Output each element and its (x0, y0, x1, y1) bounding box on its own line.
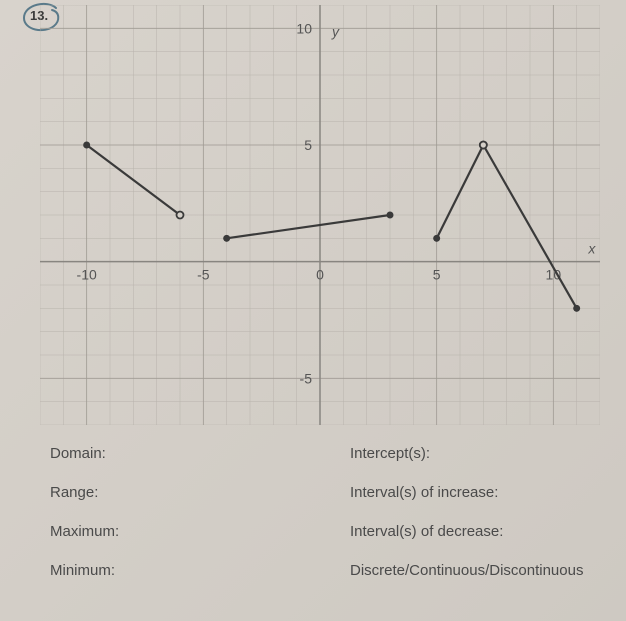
q-domain: Domain: (50, 445, 350, 462)
chart-svg: -10-50510-5510yx (40, 5, 600, 425)
svg-text:-10: -10 (77, 267, 97, 283)
svg-text:5: 5 (304, 137, 312, 153)
q-decrease: Interval(s) of decrease: (350, 523, 616, 540)
q-range: Range: (50, 484, 350, 501)
questions-grid: Domain: Intercept(s): Range: Interval(s)… (50, 445, 616, 579)
q-maximum: Maximum: (50, 523, 350, 540)
q-increase: Interval(s) of increase: (350, 484, 616, 501)
q-intercepts: Intercept(s): (350, 445, 616, 462)
svg-text:0: 0 (316, 267, 324, 283)
svg-text:10: 10 (296, 20, 312, 36)
q-minimum: Minimum: (50, 562, 350, 579)
svg-text:x: x (587, 241, 596, 257)
svg-text:-5: -5 (197, 267, 210, 283)
svg-text:-5: -5 (300, 370, 313, 386)
svg-text:5: 5 (433, 267, 441, 283)
svg-text:y: y (331, 23, 340, 39)
q-continuity: Discrete/Continuous/Discontinuous (350, 562, 616, 579)
worksheet-page: 13. -10-50510-5510yx Domain: Intercept(s… (0, 0, 626, 621)
graph-chart: -10-50510-5510yx (40, 5, 600, 425)
